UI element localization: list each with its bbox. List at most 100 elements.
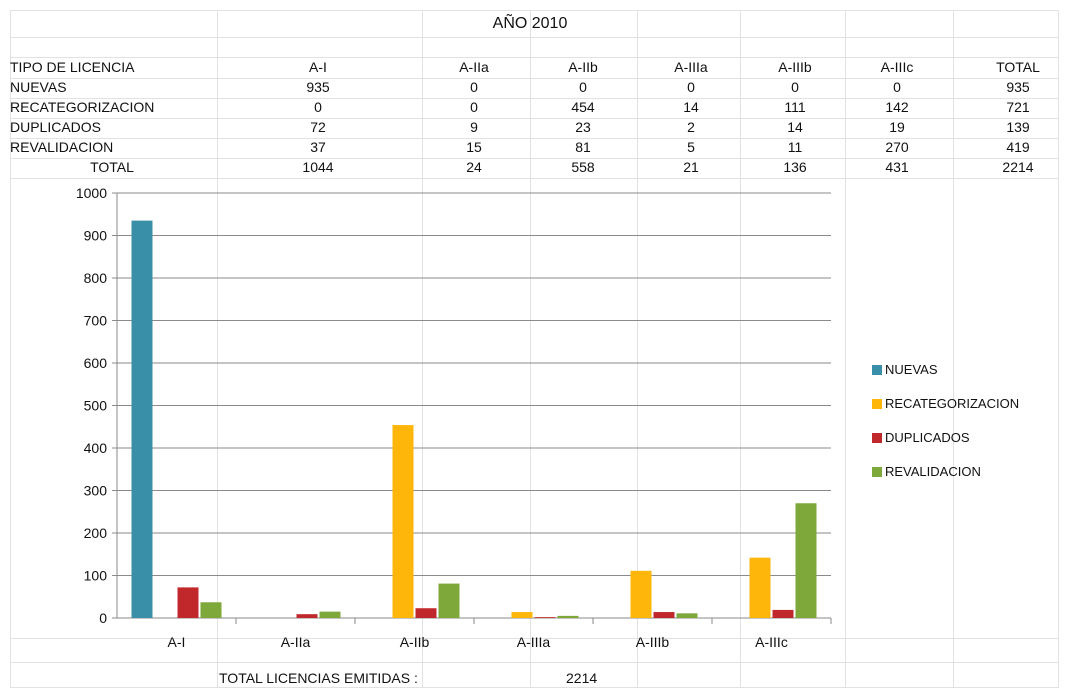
y-tick-label: 0 xyxy=(99,610,107,626)
bar-duplicados-a-iiia xyxy=(534,617,556,618)
table-row-label: RECATEGORIZACION xyxy=(10,99,155,115)
chart-gridlines xyxy=(117,192,831,576)
bar-duplicados-a-iib xyxy=(415,608,437,618)
table-cell: 454 xyxy=(571,99,595,115)
table-cell: 23 xyxy=(575,119,591,135)
x-tick-label: A-IIIb xyxy=(636,634,670,650)
y-tick-label: 500 xyxy=(84,398,108,414)
legend-swatch xyxy=(872,399,882,409)
table-cell: 0 xyxy=(893,79,901,95)
table-column-header: A-IIIc xyxy=(880,59,914,75)
table-title: AÑO 2010 xyxy=(492,15,568,32)
license-table: TIPO DE LICENCIA A-I A-IIa A-IIb A-IIIa A-III… xyxy=(0,0,1069,200)
table-row-label: REVALIDACION xyxy=(10,139,114,155)
table-cell: 139 xyxy=(1006,119,1030,135)
y-tick-label: 800 xyxy=(84,270,108,286)
table-cell: 72 xyxy=(310,119,326,135)
table-cell: 21 xyxy=(683,159,699,175)
table-cell: 0 xyxy=(314,99,322,115)
bar-recategorizacion-a-iiic xyxy=(749,557,771,618)
bar-revalidacion-a-iib xyxy=(438,583,460,618)
table-column-header: A-IIIb xyxy=(778,59,812,75)
bar-revalidacion-a-iia xyxy=(319,611,341,618)
table-cell: 431 xyxy=(885,159,909,175)
bar-revalidacion-a-i xyxy=(200,602,222,618)
bar-recategorizacion-a-iiib xyxy=(630,570,652,618)
table-cell: 0 xyxy=(470,79,478,95)
bar-recategorizacion-a-iiia xyxy=(511,612,533,618)
footer-total-value: 2214 xyxy=(566,670,598,686)
table-cell: 0 xyxy=(791,79,799,95)
bar-recategorizacion-a-iib xyxy=(392,425,414,618)
x-tick-label: A-IIb xyxy=(400,634,430,650)
table-column-header: A-IIb xyxy=(568,59,598,75)
y-tick-label: 200 xyxy=(84,525,108,541)
footer-total-label: TOTAL LICENCIAS EMITIDAS : xyxy=(219,670,418,686)
table-cell: 0 xyxy=(579,79,587,95)
legend-swatch xyxy=(872,467,882,477)
bar-revalidacion-a-iiib xyxy=(676,613,698,618)
y-tick-label: 400 xyxy=(84,440,108,456)
table-header-label: TIPO DE LICENCIA xyxy=(10,59,135,75)
bar-duplicados-a-i xyxy=(177,587,199,618)
y-tick-label: 100 xyxy=(84,568,108,584)
y-tick-label: 1000 xyxy=(76,185,107,201)
legend-label: DUPLICADOS xyxy=(885,430,970,445)
bar-nuevas-a-i xyxy=(131,220,153,618)
bar-duplicados-a-iia xyxy=(296,614,318,618)
table-cell: 0 xyxy=(470,99,478,115)
legend-label: NUEVAS xyxy=(885,362,938,377)
y-tick-label: 900 xyxy=(84,228,108,244)
table-cell: 1044 xyxy=(302,159,334,175)
table-cell: 5 xyxy=(687,139,695,155)
table-cell: 2 xyxy=(687,119,695,135)
table-cell: 81 xyxy=(575,139,591,155)
table-column-header: A-I xyxy=(309,59,327,75)
table-row-label: TOTAL xyxy=(90,159,134,175)
table-column-header: A-IIa xyxy=(459,59,489,75)
table-row-label: NUEVAS xyxy=(10,79,67,95)
table-cell: 0 xyxy=(687,79,695,95)
table-cell: 136 xyxy=(783,159,807,175)
legend-swatch xyxy=(872,365,882,375)
table-cell: 15 xyxy=(466,139,482,155)
table-column-header: A-IIIa xyxy=(674,59,708,75)
legend-label: RECATEGORIZACION xyxy=(885,396,1020,411)
table-cell: 111 xyxy=(784,99,806,115)
bar-duplicados-a-iiib xyxy=(653,612,675,618)
table-cell: 270 xyxy=(885,139,909,155)
table-cell: 11 xyxy=(787,139,803,155)
bar-revalidacion-a-iiic xyxy=(795,503,817,618)
y-tick-label: 600 xyxy=(84,355,108,371)
table-cell: 14 xyxy=(787,119,803,135)
table-cell: 935 xyxy=(306,79,330,95)
table-cell: 37 xyxy=(310,139,326,155)
chart-tick-labels: 0 100 200 300 400 500 600 700 800 900 1000 A-I A-IIa… xyxy=(76,185,788,650)
y-tick-label: 700 xyxy=(84,313,108,329)
table-cell: 142 xyxy=(885,99,909,115)
table-cell: 19 xyxy=(889,119,905,135)
table-cell: 2214 xyxy=(1002,159,1034,175)
table-cell: 24 xyxy=(466,159,482,175)
y-tick-label: 300 xyxy=(84,483,108,499)
x-tick-label: A-IIIa xyxy=(517,634,551,650)
chart-bars xyxy=(131,220,817,618)
table-cell: 9 xyxy=(470,119,478,135)
x-tick-label: A-IIa xyxy=(281,634,311,650)
table-cell: 14 xyxy=(683,99,699,115)
legend-label: REVALIDACION xyxy=(885,464,981,479)
x-tick-label: A-IIIc xyxy=(755,634,788,650)
table-cell: 721 xyxy=(1006,99,1030,115)
x-tick-label: A-I xyxy=(168,634,186,650)
bar-revalidacion-a-iiia xyxy=(557,615,579,618)
table-row-label: DUPLICADOS xyxy=(10,119,102,135)
table-column-header: TOTAL xyxy=(996,59,1040,75)
table-cell: 558 xyxy=(571,159,595,175)
table-cell: 935 xyxy=(1006,79,1030,95)
bar-duplicados-a-iiic xyxy=(772,609,794,618)
chart-axes xyxy=(112,192,832,624)
table-cell: 419 xyxy=(1006,139,1030,155)
legend-swatch xyxy=(872,433,882,443)
